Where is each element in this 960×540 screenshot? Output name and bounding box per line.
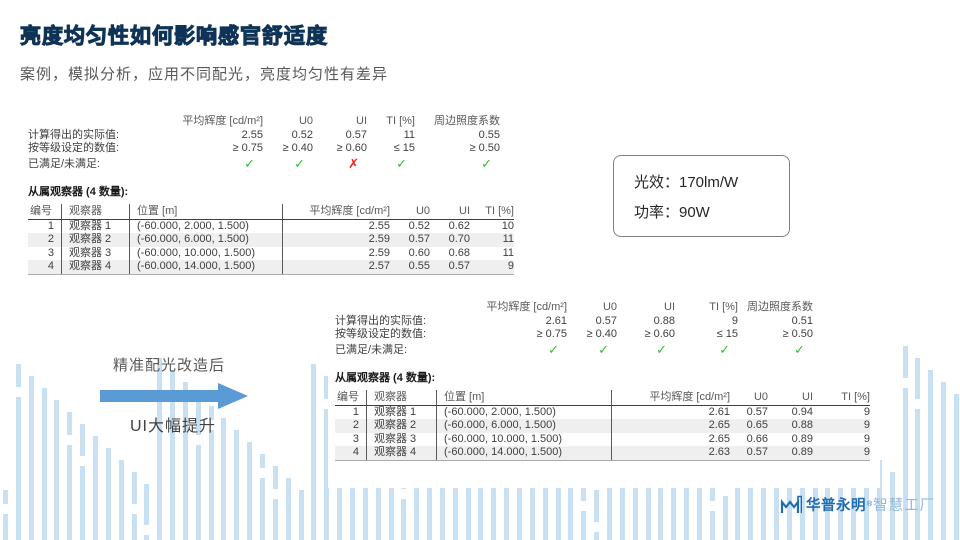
summary-col-surround: 周边照度系数 (434, 115, 500, 127)
report-after: 平均辉度 [cd/m²] U0 UI TI [%] 周边照度系数 计算得出的实际… (335, 301, 870, 461)
factory-icon (780, 495, 802, 513)
spec-box: 光效：170lm/W 功率：90W (613, 155, 790, 237)
summary-header-row: 平均辉度 [cd/m²] U0 UI TI [%] 周边照度系数 (28, 115, 514, 129)
brand-suffix: 智慧工厂 (873, 498, 936, 514)
summary-col-ti: TI [%] (709, 301, 738, 313)
registered-mark: ® (867, 501, 873, 508)
check-icon: ✓ (794, 341, 805, 357)
observer-row: 3 观察器 3 (-60.000, 10.000, 1.500) 2.65 0.… (335, 432, 870, 446)
observer-row: 4 观察器 4 (-60.000, 14.000, 1.500) 2.57 0.… (28, 260, 514, 274)
observer-row: 2 观察器 2 (-60.000, 6.000, 1.500) 2.65 0.6… (335, 419, 870, 433)
right-arrow-icon (100, 383, 248, 409)
observers-title: 从属观察器 (4 数量): (28, 185, 129, 198)
check-icon: ✓ (396, 155, 407, 171)
summary-status-row: 已满足/未满足: ✓ ✓ ✗ ✓ ✓ (28, 155, 492, 171)
annotation-ui-improvement: UI大幅提升 (130, 418, 217, 435)
observer-table-header: 编号 观察器 位置 [m] 平均辉度 [cd/m²] U0 UI TI [%] (28, 203, 514, 220)
check-icon: ✓ (548, 341, 559, 357)
observer-row: 2 观察器 2 (-60.000, 6.000, 1.500) 2.59 0.5… (28, 233, 514, 247)
subtitle: 案例，模拟分析，应用不同配光，亮度均匀性有差异 (20, 66, 389, 83)
page-title: 亮度均匀性如何影响感官舒适度 (20, 25, 328, 49)
summary-required-row: 按等级设定的数值: ≥ 0.75 ≥ 0.40 ≥ 0.60 ≤ 15 ≥ 0.… (335, 328, 813, 340)
summary-col-surround: 周边照度系数 (747, 301, 813, 313)
observer-row: 4 观察器 4 (-60.000, 14.000, 1.500) 2.63 0.… (335, 446, 870, 460)
observers-title: 从属观察器 (4 数量): (335, 371, 436, 384)
observer-row: 1 观察器 1 (-60.000, 2.000, 1.500) 2.61 0.5… (335, 405, 870, 419)
summary-header-row: 平均辉度 [cd/m²] U0 UI TI [%] 周边照度系数 (335, 301, 870, 315)
summary-actual-row: 计算得出的实际值: 2.61 0.57 0.88 9 0.51 (335, 314, 813, 327)
summary-col-u0: U0 (298, 115, 313, 127)
observer-row: 3 观察器 3 (-60.000, 10.000, 1.500) 2.59 0.… (28, 246, 514, 260)
summary-actual-row: 计算得出的实际值: 2.55 0.52 0.57 11 0.55 (28, 128, 500, 141)
summary-col-ui: UI (356, 115, 367, 127)
observer-row: 1 观察器 1 (-60.000, 2.000, 1.500) 2.55 0.5… (28, 219, 514, 233)
brand-logo: 华普永明 ® 智慧工厂 (780, 494, 935, 515)
observer-table-before: 编号 观察器 位置 [m] 平均辉度 [cd/m²] U0 UI TI [%] … (28, 203, 514, 275)
check-icon: ✓ (598, 341, 609, 357)
cross-icon: ✗ (348, 155, 359, 171)
observer-table-after: 编号 观察器 位置 [m] 平均辉度 [cd/m²] U0 UI TI [%] … (335, 389, 870, 461)
observer-table-header: 编号 观察器 位置 [m] 平均辉度 [cd/m²] U0 UI TI [%] (335, 389, 870, 406)
summary-status-row: 已满足/未满足: ✓ ✓ ✓ ✓ ✓ (335, 341, 805, 357)
brand-name: 华普永明 (806, 498, 866, 514)
report-before: 平均辉度 [cd/m²] U0 UI TI [%] 周边照度系数 计算得出的实际… (28, 115, 514, 275)
summary-required-row: 按等级设定的数值: ≥ 0.75 ≥ 0.40 ≥ 0.60 ≤ 15 ≥ 0.… (28, 142, 500, 154)
summary-after: 平均辉度 [cd/m²] U0 UI TI [%] 周边照度系数 计算得出的实际… (335, 301, 870, 359)
spec-efficacy: 光效：170lm/W (634, 174, 739, 191)
check-icon: ✓ (244, 155, 255, 171)
check-icon: ✓ (294, 155, 305, 171)
summary-before: 平均辉度 [cd/m²] U0 UI TI [%] 周边照度系数 计算得出的实际… (28, 115, 514, 173)
summary-col-luminance: 平均辉度 [cd/m²] (486, 301, 567, 313)
summary-col-luminance: 平均辉度 [cd/m²] (182, 115, 263, 127)
summary-col-ui: UI (664, 301, 675, 313)
summary-col-u0: U0 (602, 301, 617, 313)
summary-col-ti: TI [%] (386, 115, 415, 127)
check-icon: ✓ (481, 155, 492, 171)
check-icon: ✓ (719, 341, 730, 357)
spec-power: 功率：90W (634, 204, 710, 221)
annotation-retrofit-label: 精准配光改造后 (113, 357, 226, 374)
check-icon: ✓ (656, 341, 667, 357)
